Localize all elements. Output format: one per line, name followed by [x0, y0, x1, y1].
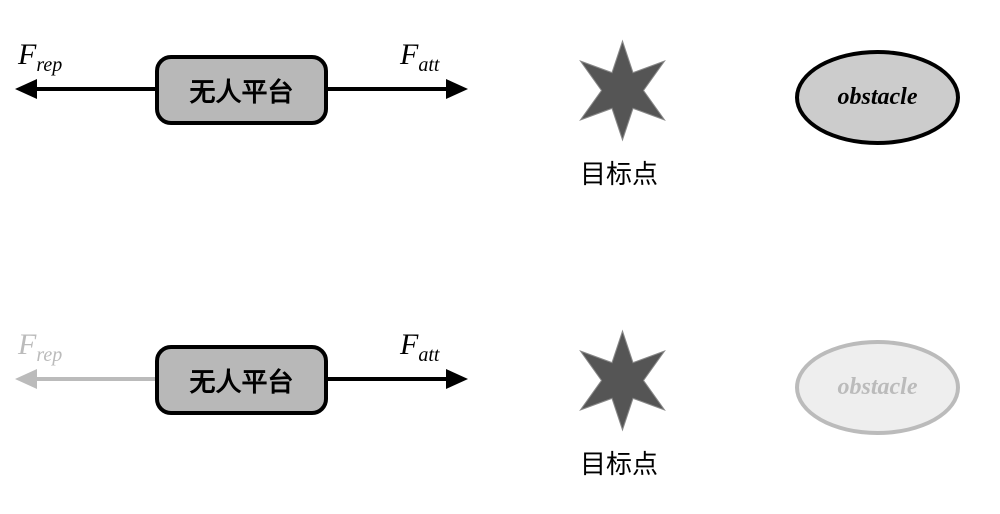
fatt-main: F — [400, 328, 418, 361]
robot-platform-label: 无人平台 — [189, 72, 293, 109]
frep-sub: rep — [36, 344, 62, 366]
fatt-label: Fatt — [400, 38, 439, 77]
fatt-arrow-head — [446, 369, 468, 389]
fatt-sub: att — [418, 344, 439, 366]
frep-arrow-head — [15, 79, 37, 99]
robot-platform-label: 无人平台 — [189, 362, 293, 399]
frep-main: F — [18, 328, 36, 361]
fatt-main: F — [400, 38, 418, 71]
target-point-label: 目标点 — [580, 154, 658, 191]
frep-arrow-head — [15, 369, 37, 389]
frep-label: Frep — [18, 38, 62, 77]
fatt-arrow-line — [328, 87, 446, 91]
robot-platform-box: 无人平台 — [155, 55, 328, 125]
frep-sub: rep — [36, 54, 62, 76]
obstacle-label: obstacle — [838, 84, 918, 111]
frep-arrow-line — [37, 377, 155, 381]
fatt-arrow-head — [446, 79, 468, 99]
fatt-sub: att — [418, 54, 439, 76]
robot-platform-box: 无人平台 — [155, 345, 328, 415]
frep-label: Frep — [18, 328, 62, 367]
fatt-arrow-line — [328, 377, 446, 381]
frep-main: F — [18, 38, 36, 71]
frep-arrow-line — [37, 87, 155, 91]
obstacle-ellipse: obstacle — [795, 50, 960, 145]
fatt-label: Fatt — [400, 328, 439, 367]
target-star-icon — [570, 328, 675, 433]
target-star-icon — [570, 38, 675, 143]
target-point-label: 目标点 — [580, 444, 658, 481]
obstacle-label: obstacle — [838, 374, 918, 401]
obstacle-ellipse: obstacle — [795, 340, 960, 435]
